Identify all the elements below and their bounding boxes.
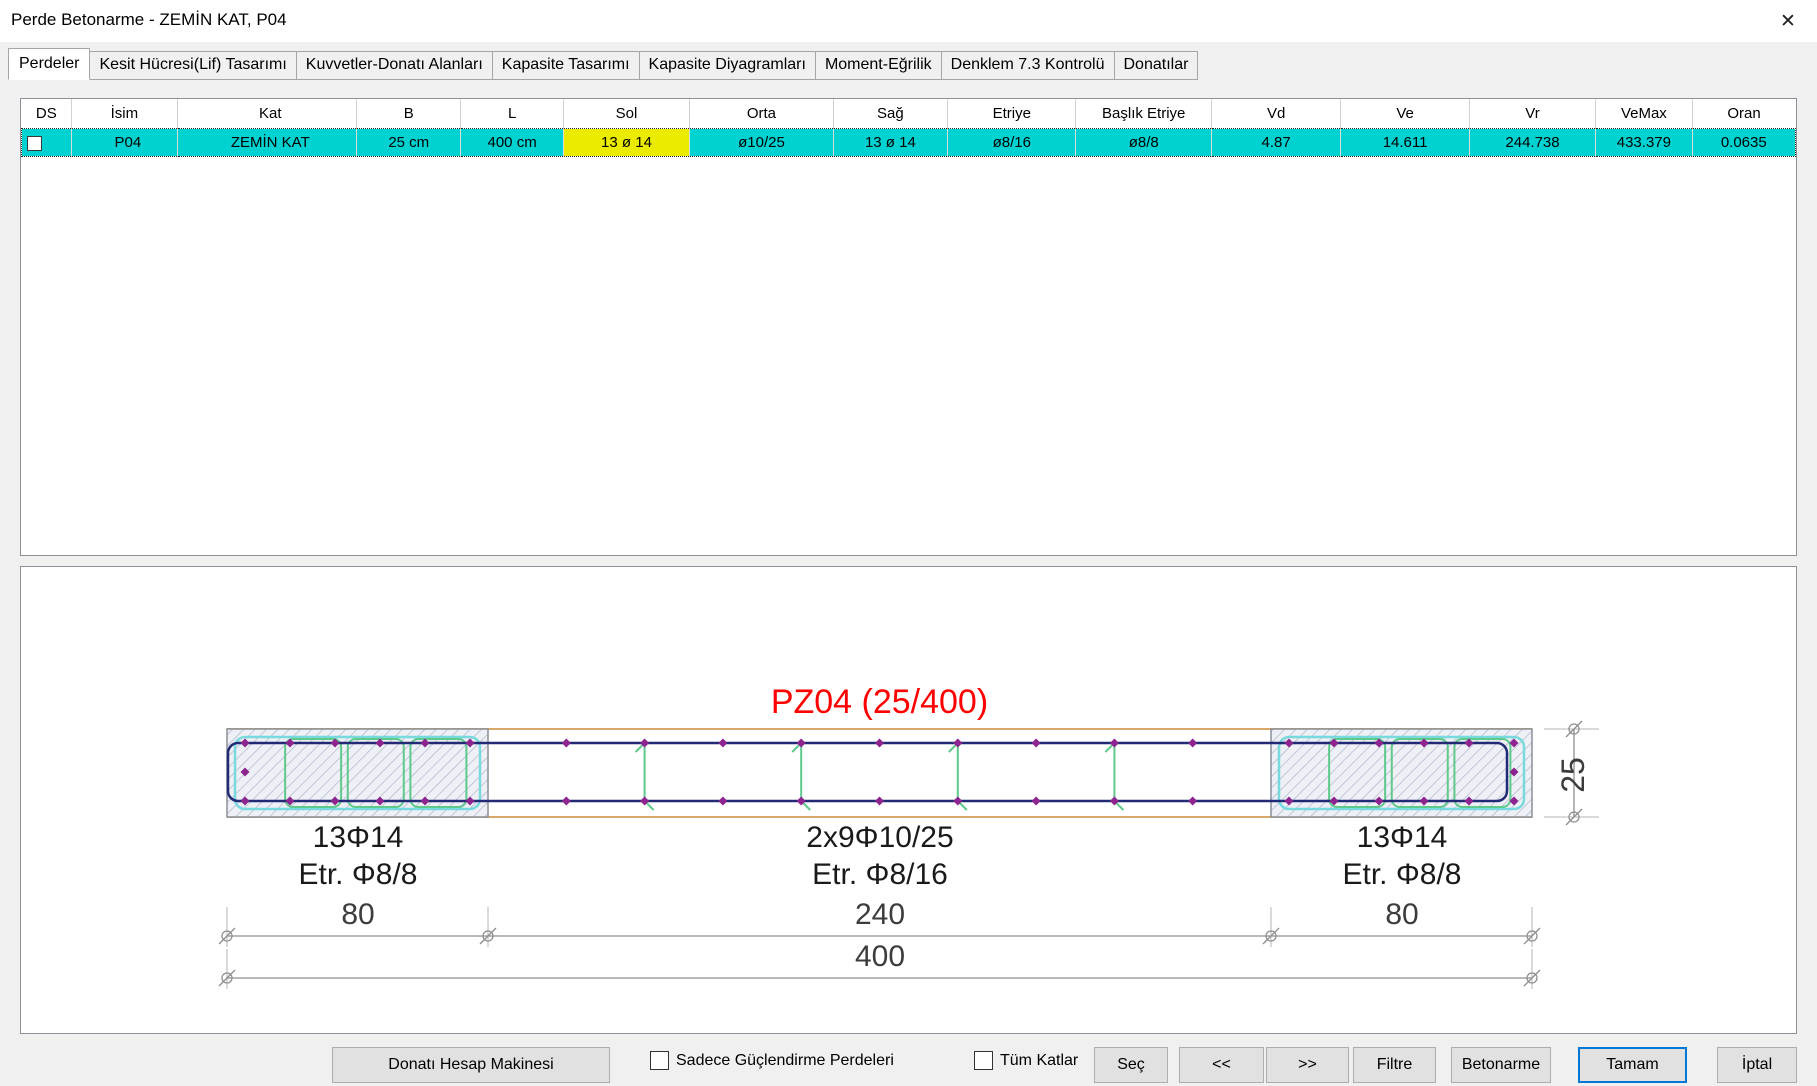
strengthen-walls-checkbox-box[interactable] <box>650 1051 669 1070</box>
section-title: PZ04 (25/400) <box>770 683 989 721</box>
tab-kapasite-diyagramlari[interactable]: Kapasite Diyagramları <box>638 51 816 80</box>
left-zone-stirrup-label: Etr. Φ8/8 <box>298 858 418 891</box>
cell-vr: 244.738 <box>1469 128 1597 157</box>
col-header-oran[interactable]: Oran <box>1692 99 1796 129</box>
col-header-etriye[interactable]: Etriye <box>947 99 1077 129</box>
walls-table-panel: DS İsim Kat B L Sol Orta Sağ Etriye Başl… <box>20 98 1797 556</box>
mid-zone-rebar-label: 2x9Φ10/25 <box>806 821 954 854</box>
tab-denklem-7-3-kontrolu[interactable]: Denklem 7.3 Kontrolü <box>940 51 1115 80</box>
strengthen-walls-checkbox-label: Sadece Güçlendirme Perdeleri <box>676 1051 894 1069</box>
cell-vd: 4.87 <box>1211 128 1342 157</box>
cell-oran: 0.0635 <box>1692 128 1797 157</box>
row-checkbox[interactable] <box>27 135 42 151</box>
section-drawing-panel: PZ04 (25/400) 13Φ14 Etr. Φ8/8 2x9Φ10/25 … <box>20 566 1797 1034</box>
col-header-vr[interactable]: Vr <box>1469 99 1597 129</box>
window-title: Perde Betonarme - ZEMİN KAT, P04 <box>11 10 287 29</box>
col-header-l[interactable]: L <box>460 99 564 129</box>
tamam-button[interactable]: Tamam <box>1578 1047 1687 1083</box>
col-header-baslik-etriye[interactable]: Başlık Etriye <box>1075 99 1212 129</box>
col-header-sol[interactable]: Sol <box>563 99 691 129</box>
walls-table: DS İsim Kat B L Sol Orta Sağ Etriye Başl… <box>20 99 1797 157</box>
table-header-row: DS İsim Kat B L Sol Orta Sağ Etriye Başl… <box>21 99 1796 129</box>
cell-baslik-etriye: ø8/8 <box>1075 128 1212 157</box>
betonarme-button[interactable]: Betonarme <box>1451 1047 1551 1083</box>
cell-sag: 13 ø 14 <box>833 128 949 157</box>
close-icon[interactable]: ✕ <box>1780 10 1796 32</box>
cell-kat: ZEMİN KAT <box>177 128 358 157</box>
mid-zone-label: 2x9Φ10/25 Etr. Φ8/16 <box>670 819 1090 893</box>
cell-orta: ø10/25 <box>689 128 834 157</box>
strengthen-walls-checkbox[interactable]: Sadece Güçlendirme Perdeleri <box>650 1051 894 1070</box>
donati-hesap-makinesi-button[interactable]: Donatı Hesap Makinesi <box>332 1047 610 1083</box>
dim-right: 80 <box>1385 898 1419 931</box>
tab-bar: Perdeler Kesit Hücresi(Lif) Tasarımı Kuv… <box>8 48 1199 80</box>
all-floors-checkbox-box[interactable] <box>974 1051 993 1070</box>
tab-donatilar[interactable]: Donatılar <box>1113 51 1199 80</box>
left-zone-rebar-label: 13Φ14 <box>312 821 404 854</box>
sec-button[interactable]: Seç <box>1094 1047 1168 1083</box>
right-zone-rebar-label: 13Φ14 <box>1356 821 1448 854</box>
prev-button[interactable]: << <box>1179 1047 1264 1083</box>
right-zone-label: 13Φ14 Etr. Φ8/8 <box>1192 819 1612 893</box>
tab-kuvvetler-donati-alanlari[interactable]: Kuvvetler-Donatı Alanları <box>295 51 493 80</box>
tab-kesit-hucresi-lif-tasarimi[interactable]: Kesit Hücresi(Lif) Tasarımı <box>89 51 297 80</box>
cell-l: 400 cm <box>460 128 564 157</box>
tab-moment-egrilik[interactable]: Moment-Eğrilik <box>814 51 942 80</box>
cell-ve: 14.611 <box>1340 128 1470 157</box>
cell-sol: 13 ø 14 <box>563 128 691 157</box>
col-header-vd[interactable]: Vd <box>1211 99 1342 129</box>
next-button[interactable]: >> <box>1266 1047 1349 1083</box>
dim-total: 400 <box>854 940 906 973</box>
dim-left: 80 <box>341 898 375 931</box>
col-header-vemax[interactable]: VeMax <box>1595 99 1693 129</box>
left-zone-label: 13Φ14 Etr. Φ8/8 <box>148 819 568 893</box>
cell-etriye: ø8/16 <box>947 128 1077 157</box>
tab-kapasite-tasarimi[interactable]: Kapasite Tasarımı <box>491 51 640 80</box>
filtre-button[interactable]: Filtre <box>1353 1047 1436 1083</box>
col-header-isim[interactable]: İsim <box>71 99 178 129</box>
wall-section-drawing <box>218 720 1599 989</box>
iptal-button[interactable]: İptal <box>1717 1047 1797 1083</box>
col-header-ve[interactable]: Ve <box>1340 99 1470 129</box>
col-header-ds[interactable]: DS <box>21 99 73 129</box>
cell-isim: P04 <box>71 128 178 157</box>
col-header-b[interactable]: B <box>356 99 462 129</box>
all-floors-checkbox-label: Tüm Katlar <box>1000 1051 1079 1069</box>
table-row[interactable]: P04 ZEMİN KAT 25 cm 400 cm 13 ø 14 ø10/2… <box>20 128 1797 157</box>
tab-perdeler[interactable]: Perdeler <box>8 48 91 80</box>
cell-b: 25 cm <box>356 128 462 157</box>
right-zone-stirrup-label: Etr. Φ8/8 <box>1342 858 1462 891</box>
window-titlebar[interactable]: Perde Betonarme - ZEMİN KAT, P04 ✕ <box>0 0 1817 42</box>
dim-middle: 240 <box>854 898 906 931</box>
cell-vemax: 433.379 <box>1595 128 1693 157</box>
col-header-sag[interactable]: Sağ <box>833 99 949 129</box>
dim-thickness: 25 <box>1554 757 1591 793</box>
col-header-kat[interactable]: Kat <box>177 99 358 129</box>
col-header-orta[interactable]: Orta <box>689 99 834 129</box>
mid-zone-stirrup-label: Etr. Φ8/16 <box>812 858 948 891</box>
all-floors-checkbox[interactable]: Tüm Katlar <box>974 1051 1078 1070</box>
